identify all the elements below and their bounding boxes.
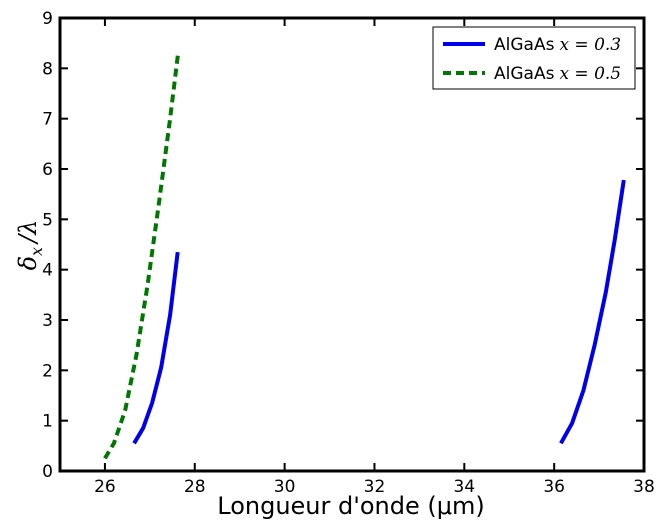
x-tick-label: 32 xyxy=(364,477,386,497)
y-tick-label: 7 xyxy=(42,110,53,130)
y-tick-label: 3 xyxy=(42,311,53,331)
y-axis-label-tail: /λ xyxy=(14,220,42,245)
y-tick-label: 2 xyxy=(42,361,53,381)
series-2-line-1 xyxy=(103,52,181,460)
plot-lines xyxy=(103,52,626,460)
x-tick-label: 38 xyxy=(633,477,655,497)
legend-label-series-1: AlGaAs x = 0.3 xyxy=(494,35,621,55)
svg-text:δx/λ: δx/λ xyxy=(14,220,46,271)
y-tick-label: 4 xyxy=(42,261,53,281)
legend-label-series-2: AlGaAs x = 0.5 xyxy=(494,64,621,84)
x-tick-label: 34 xyxy=(453,477,475,497)
y-axis-label: δx/λ xyxy=(14,220,46,271)
y-tick-label: 8 xyxy=(42,59,53,79)
legend-box xyxy=(432,26,636,90)
y-axis-label-sub: x xyxy=(27,247,46,256)
y-tick-label: 0 xyxy=(42,462,53,482)
x-tick-label: 26 xyxy=(94,477,116,497)
series-1-line-2 xyxy=(559,179,626,445)
series-1-line-1 xyxy=(132,251,180,445)
x-tick-label: 30 xyxy=(274,477,296,497)
x-tick-label: 28 xyxy=(184,477,206,497)
y-axis-label-main: δ xyxy=(14,256,42,270)
x-tick-label: 36 xyxy=(543,477,565,497)
y-tick-label: 1 xyxy=(42,412,53,432)
legend: AlGaAs x = 0.3 AlGaAs x = 0.5 xyxy=(432,26,636,90)
plot-frame xyxy=(58,16,646,473)
y-tick-label: 9 xyxy=(42,9,53,29)
y-tick-label: 5 xyxy=(42,210,53,230)
x-axis-label: Longueur d'onde (μm) xyxy=(217,492,485,520)
y-tick-label: 6 xyxy=(42,160,53,180)
